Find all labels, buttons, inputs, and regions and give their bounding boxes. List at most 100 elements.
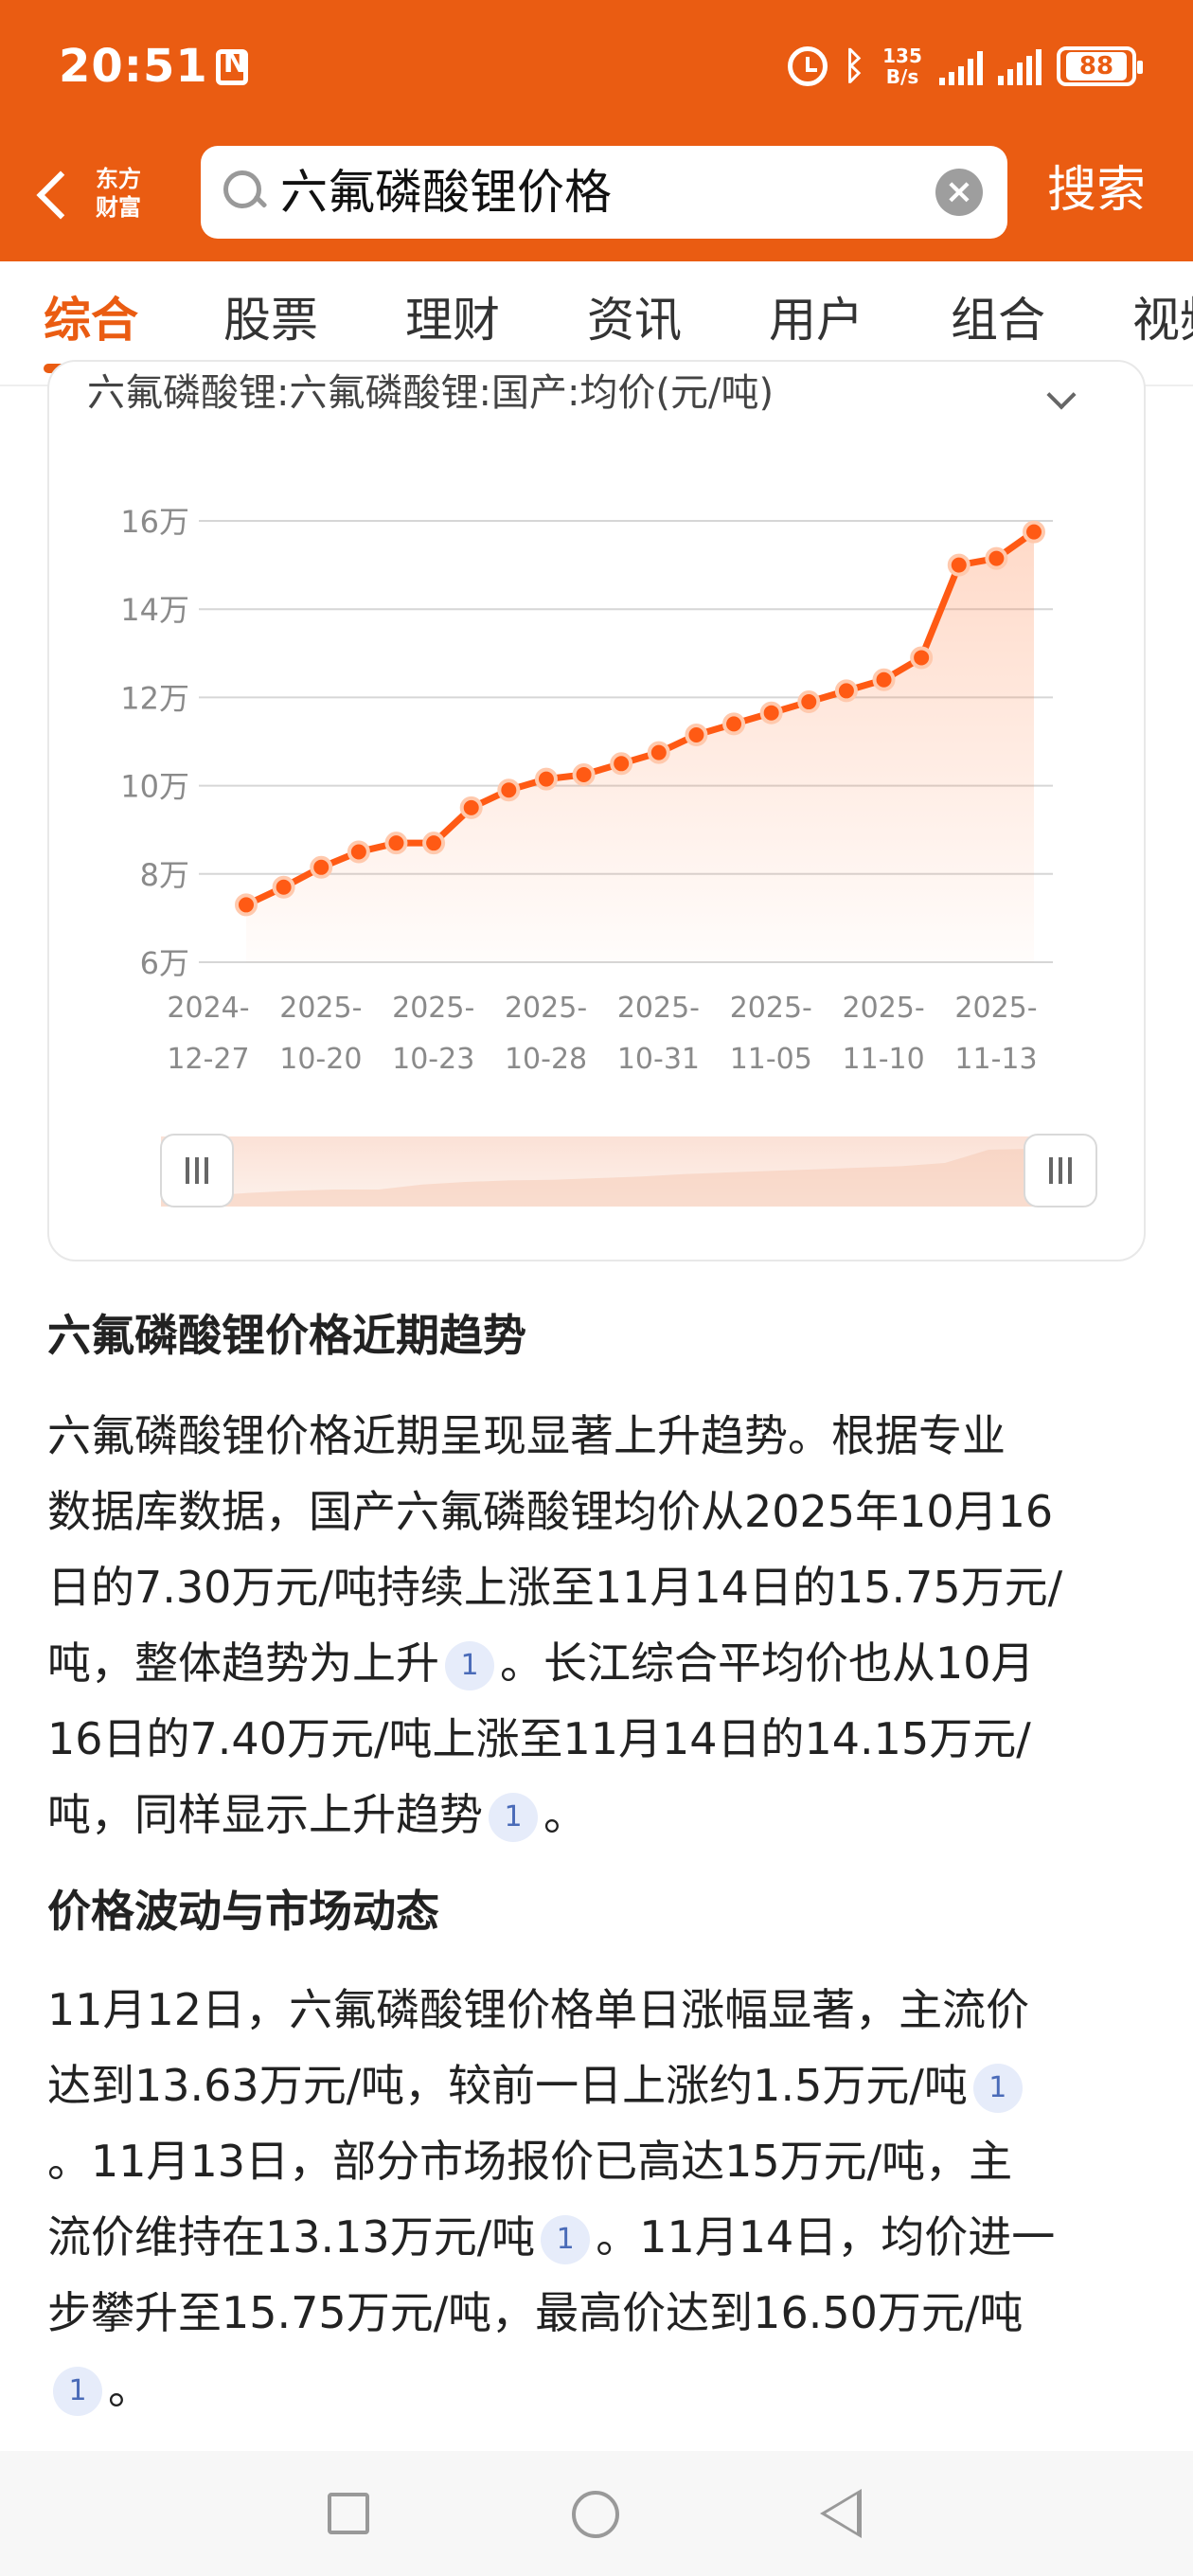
data-point xyxy=(1023,520,1045,544)
x-tick-label: 10-23 xyxy=(392,1043,474,1076)
data-point xyxy=(572,762,596,786)
tab-stocks[interactable]: 股票 xyxy=(223,293,318,348)
data-point xyxy=(985,546,1008,570)
status-time: 20:51 xyxy=(59,40,248,93)
x-tick-label: 2025- xyxy=(392,992,474,1025)
system-nav-bar xyxy=(0,2451,1193,2576)
tab-users[interactable]: 用户 xyxy=(769,293,864,348)
y-tick-label: 10万 xyxy=(120,769,189,805)
x-tick-label: 2025- xyxy=(505,992,587,1025)
citation-badge[interactable]: 1 xyxy=(53,2367,102,2416)
text-line: 流价维持在13.13万元/吨 1 。11月14日，均价进一 xyxy=(47,2199,1155,2275)
x-tick-label: 10-28 xyxy=(505,1043,587,1076)
back-arrow-icon[interactable] xyxy=(28,169,85,225)
citation-badge[interactable]: 1 xyxy=(972,2064,1023,2113)
tab-portfolios[interactable]: 组合 xyxy=(951,293,1045,348)
text-line: 数据库数据，国产六氟磷酸锂均价从2025年10月16 xyxy=(47,1474,1155,1549)
data-point xyxy=(534,767,558,791)
alarm-icon xyxy=(788,46,828,86)
section-title-fluctuation: 价格波动与市场动态 xyxy=(47,1886,439,1937)
status-time-text: 20:51 xyxy=(59,40,208,93)
search-icon xyxy=(222,169,265,212)
x-tick-label: 2025- xyxy=(617,992,700,1025)
citation-badge[interactable]: 1 xyxy=(445,1641,494,1690)
data-point xyxy=(759,701,783,724)
x-tick-label: 11-05 xyxy=(730,1043,812,1076)
tab-videos[interactable]: 视频 xyxy=(1132,293,1193,348)
line-text: 11月12日，六氟磷酸锂价格单日涨幅显著，主流价 xyxy=(47,1984,1030,2035)
y-tick-label: 16万 xyxy=(120,504,189,540)
status-bar: 20:51 ᛒ 135 B/s 88 xyxy=(0,0,1193,133)
nav-back-icon[interactable] xyxy=(820,2489,862,2538)
y-tick-label: 6万 xyxy=(140,945,189,981)
x-tick-label: 2025- xyxy=(843,992,925,1025)
logo-line-1: 东方 xyxy=(96,166,141,192)
line-text-after: 。 xyxy=(108,2363,151,2414)
text-line: 16日的7.40万元/吨上涨至11月14日的14.15万元/ xyxy=(47,1701,1155,1777)
paragraph-fluctuation: 11月12日，六氟磷酸锂价格单日涨幅显著，主流价 达到13.63万元/吨，较前一日… xyxy=(47,1972,1155,2426)
signal-icon-2 xyxy=(998,47,1042,85)
line-text: 流价维持在13.13万元/吨 xyxy=(47,2211,536,2263)
battery-level: 88 xyxy=(1066,52,1127,80)
citation-badge[interactable]: 1 xyxy=(489,1793,538,1842)
x-tick-label: 11-10 xyxy=(843,1043,925,1076)
data-point xyxy=(722,712,746,736)
data-point xyxy=(235,893,258,917)
signal-icon xyxy=(939,47,983,85)
chart-title: 六氟磷酸锂:六氟磷酸锂:国产:均价(元/吨) xyxy=(87,371,775,415)
network-speed-value: 135 xyxy=(882,45,922,67)
home-icon[interactable] xyxy=(572,2491,619,2538)
eastmoney-logo: 东方 财富 xyxy=(87,159,150,229)
line-text: 达到13.63万元/吨，较前一日上涨约1.5万元/吨 xyxy=(47,2060,968,2111)
line-text: 吨，同样显示上升趋势 xyxy=(47,1789,483,1840)
x-tick-label: 2025- xyxy=(279,992,362,1025)
data-point xyxy=(872,668,896,691)
line-text: 步攀升至15.75万元/吨，最高价达到16.50万元/吨 xyxy=(47,2287,1024,2338)
x-tick-label: 10-20 xyxy=(279,1043,362,1076)
text-line: 步攀升至15.75万元/吨，最高价达到16.50万元/吨 xyxy=(47,2275,1155,2351)
recent-apps-icon[interactable] xyxy=(328,2493,369,2534)
x-tick-label: 12-27 xyxy=(167,1043,249,1076)
paragraph-trend: 六氟磷酸锂价格近期呈现显著上升趋势。根据专业数据库数据，国产六氟磷酸锂均价从20… xyxy=(47,1398,1155,1852)
data-point xyxy=(422,832,446,855)
section-title-trend: 六氟磷酸锂价格近期趋势 xyxy=(47,1310,526,1361)
text-line: 吨，整体趋势为上升 1 。长江综合平均价也从10月 xyxy=(47,1625,1155,1701)
range-slider-right-handle[interactable] xyxy=(1024,1134,1097,1208)
data-point xyxy=(910,646,934,670)
app-header: 20:51 ᛒ 135 B/s 88 东方 财富 六氟磷酸锂价格 × 搜索 xyxy=(0,0,1193,261)
data-point xyxy=(310,855,333,879)
text-line: 11月12日，六氟磷酸锂价格单日涨幅显著，主流价 xyxy=(47,1972,1155,2048)
citation-badge[interactable]: 1 xyxy=(541,2215,591,2264)
text-line: 。11月13日，部分市场报价已高达15万元/吨，主 xyxy=(47,2123,1155,2199)
text-line: 达到13.63万元/吨，较前一日上涨约1.5万元/吨 1 xyxy=(47,2048,1155,2123)
data-point xyxy=(384,832,408,855)
data-point xyxy=(947,553,970,577)
search-bar-row: 东方 财富 六氟磷酸锂价格 × 搜索 xyxy=(0,133,1193,261)
search-query[interactable]: 六氟磷酸锂价格 xyxy=(280,165,612,220)
data-point xyxy=(497,778,521,802)
line-text: 16日的7.40万元/吨上涨至11月14日的14.15万元/ xyxy=(47,1713,1031,1764)
tab-all[interactable]: 综合 xyxy=(44,293,138,348)
text-line: 吨，同样显示上升趋势 1。 xyxy=(47,1777,1155,1852)
data-point xyxy=(272,875,295,899)
tab-news[interactable]: 资讯 xyxy=(587,293,682,348)
status-icons: ᛒ 135 B/s 88 xyxy=(788,42,1143,91)
y-tick-label: 8万 xyxy=(140,857,189,893)
line-text-after: 。 xyxy=(543,1789,587,1840)
network-speed: 135 B/s xyxy=(881,45,924,87)
x-tick-label: 2025- xyxy=(954,992,1037,1025)
clear-icon[interactable]: × xyxy=(935,169,983,216)
network-speed-unit: B/s xyxy=(885,65,919,88)
search-button[interactable]: 搜索 xyxy=(1047,162,1147,219)
text-line: 六氟磷酸锂价格近期呈现显著上升趋势。根据专业 xyxy=(47,1398,1155,1474)
text-line: 1。 xyxy=(47,2351,1155,2426)
text-line: 日的7.30万元/吨持续上涨至11月14日的15.75万元/ xyxy=(47,1549,1155,1625)
tab-wealth[interactable]: 理财 xyxy=(405,293,500,348)
search-input[interactable]: 六氟磷酸锂价格 × xyxy=(201,146,1007,239)
line-text: 日的7.30万元/吨持续上涨至11月14日的15.75万元/ xyxy=(47,1562,1063,1613)
nfc-icon xyxy=(215,46,248,85)
data-point xyxy=(834,679,858,703)
range-slider-left-handle[interactable] xyxy=(160,1134,234,1208)
line-text: 六氟磷酸锂价格近期呈现显著上升趋势。根据专业 xyxy=(47,1410,1006,1461)
line-text-after: 。11月14日，均价进一 xyxy=(596,2211,1056,2263)
